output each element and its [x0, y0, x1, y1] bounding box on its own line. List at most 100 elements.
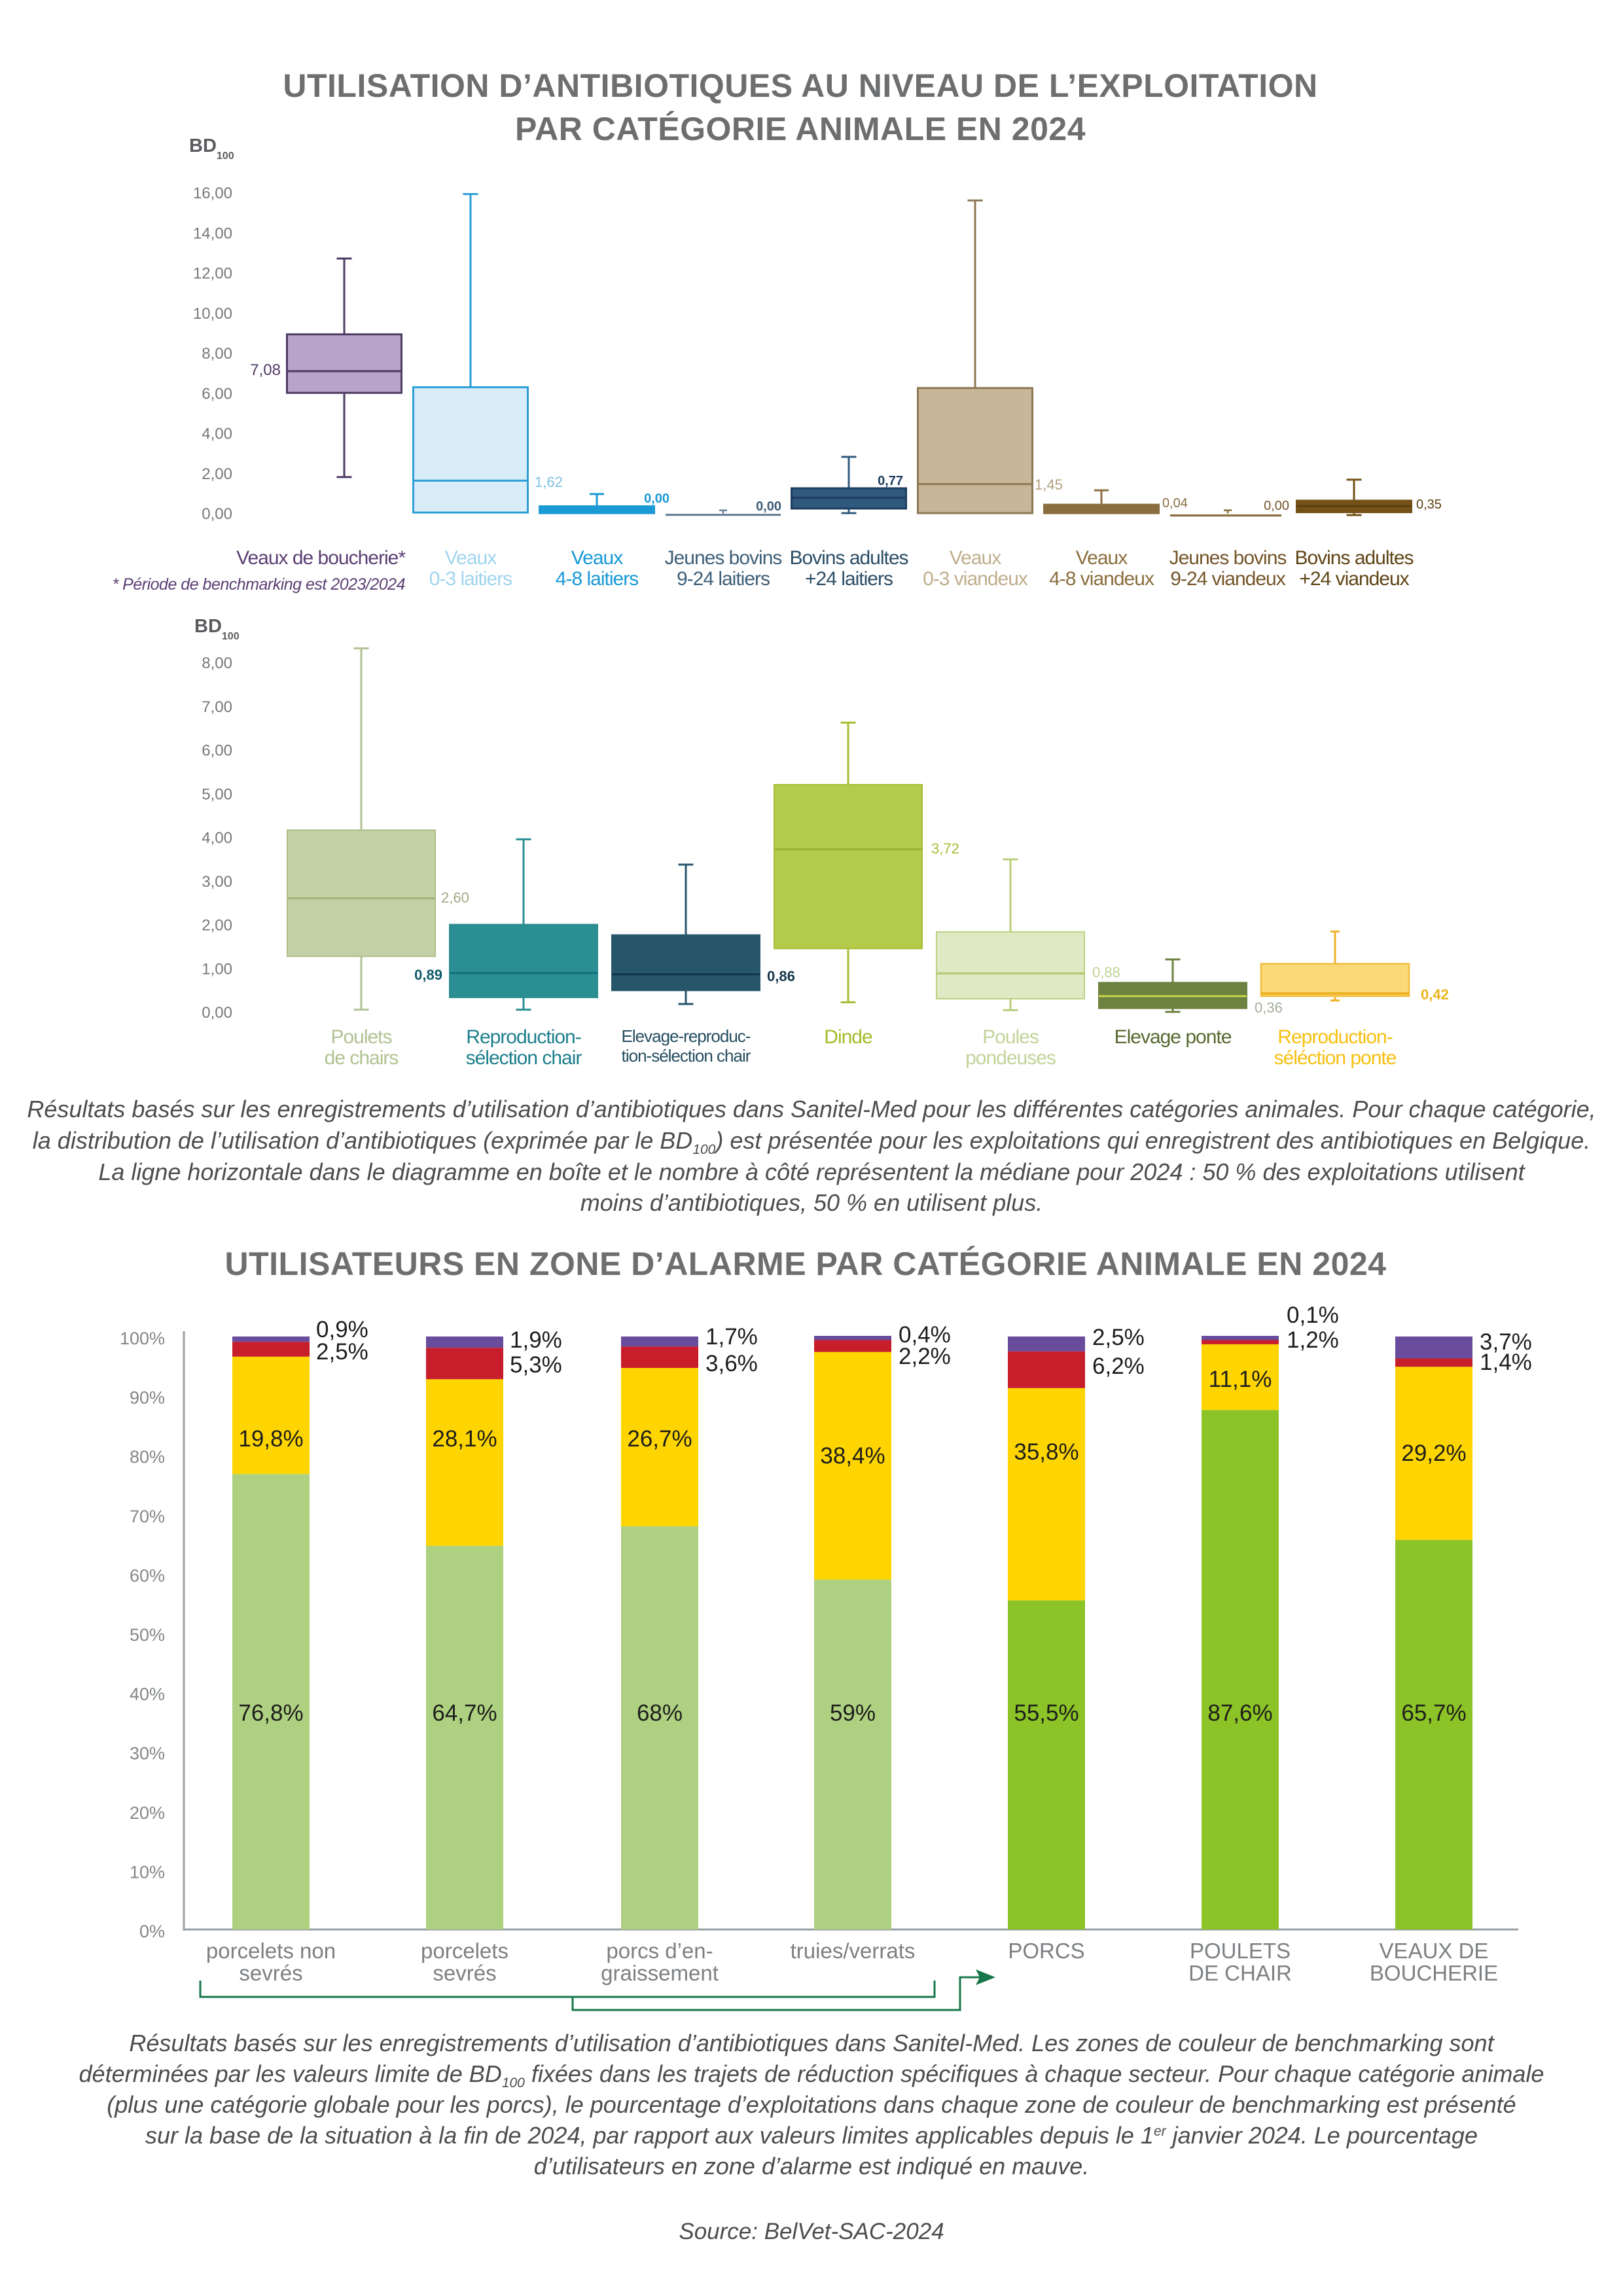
svg-text:14,00: 14,00 — [193, 224, 232, 242]
svg-text:2,5%: 2,5% — [1092, 1325, 1145, 1350]
svg-text:Veaux: Veaux — [1076, 547, 1128, 569]
svg-text:Veaux: Veaux — [950, 547, 1001, 569]
svg-text:2,00: 2,00 — [202, 917, 232, 935]
svg-text:3,00: 3,00 — [202, 873, 232, 891]
svg-text:64,7%: 64,7% — [432, 1700, 497, 1726]
svg-text:truies/verrats: truies/verrats — [791, 1939, 916, 1963]
svg-text:3,6%: 3,6% — [705, 1351, 758, 1376]
svg-text:2,2%: 2,2% — [899, 1344, 951, 1369]
svg-text:d’utilisateurs en zone d’alarm: d’utilisateurs en zone d’alarme est indi… — [534, 2153, 1090, 2179]
svg-text:* Période de benchmarking est: * Période de benchmarking est 2023/2024 — [113, 575, 406, 594]
svg-text:35,8%: 35,8% — [1014, 1439, 1079, 1465]
svg-text:65,7%: 65,7% — [1401, 1700, 1466, 1726]
svg-text:Veaux de boucherie*: Veaux de boucherie* — [236, 547, 406, 569]
svg-text:sélection chair: sélection chair — [466, 1047, 582, 1069]
svg-text:29,2%: 29,2% — [1401, 1441, 1466, 1466]
svg-text:BD100: BD100 — [194, 616, 240, 642]
svg-text:1,7%: 1,7% — [705, 1324, 758, 1350]
svg-text:sevrés: sevrés — [239, 1961, 302, 1985]
svg-text:6,00: 6,00 — [202, 385, 232, 403]
svg-text:la distribution de l’utilisati: la distribution de l’utilisation d’antib… — [33, 1127, 1590, 1157]
svg-text:PORCS: PORCS — [1008, 1939, 1084, 1963]
svg-text:+24 laitiers: +24 laitiers — [805, 568, 893, 590]
svg-text:9-24 viandeux: 9-24 viandeux — [1170, 568, 1285, 590]
svg-text:Résultats basés sur les enregi: Résultats basés sur les enregistrements … — [129, 2030, 1495, 2056]
svg-text:20%: 20% — [130, 1803, 165, 1823]
svg-text:Veaux: Veaux — [571, 547, 623, 569]
svg-text:0-3 viandeux: 0-3 viandeux — [923, 568, 1028, 590]
svg-text:0-3 laitiers: 0-3 laitiers — [429, 568, 512, 590]
svg-text:pondeuses: pondeuses — [965, 1047, 1056, 1069]
svg-text:0,36: 0,36 — [1255, 999, 1283, 1016]
svg-text:Poules: Poules — [982, 1026, 1039, 1048]
svg-text:sevrés: sevrés — [433, 1961, 496, 1985]
svg-text:Reproduction-: Reproduction- — [466, 1026, 580, 1048]
svg-text:Jeunes bovins: Jeunes bovins — [665, 547, 782, 569]
svg-text:0,00: 0,00 — [1264, 499, 1289, 513]
svg-text:Jeunes bovins: Jeunes bovins — [1169, 547, 1287, 569]
svg-text:7,08: 7,08 — [250, 361, 281, 379]
svg-text:0,86: 0,86 — [767, 968, 795, 984]
svg-text:0,42: 0,42 — [1421, 986, 1449, 1003]
svg-text:8,00: 8,00 — [202, 345, 232, 363]
svg-text:0,77: 0,77 — [878, 474, 903, 488]
svg-text:porcs d’en-: porcs d’en- — [606, 1939, 713, 1963]
svg-text:1,45: 1,45 — [1035, 476, 1063, 493]
svg-text:séléction ponte: séléction ponte — [1274, 1047, 1397, 1069]
svg-text:Poulets: Poulets — [330, 1026, 391, 1048]
svg-text:100%: 100% — [120, 1329, 165, 1348]
svg-text:UTILISATEURS EN ZONE D’ALARME: UTILISATEURS EN ZONE D’ALARME PAR CATÉGO… — [224, 1246, 1386, 1282]
svg-text:(plus une catégorie globale po: (plus une catégorie globale pour les por… — [107, 2091, 1516, 2118]
svg-text:0,35: 0,35 — [1416, 497, 1442, 512]
svg-text:BOUCHERIE: BOUCHERIE — [1370, 1961, 1498, 1985]
svg-text:DE CHAIR: DE CHAIR — [1188, 1961, 1292, 1985]
svg-text:0,00: 0,00 — [644, 492, 669, 506]
svg-text:Résultats basés sur les enregi: Résultats basés sur les enregistrements … — [27, 1096, 1596, 1122]
svg-text:60%: 60% — [130, 1566, 165, 1585]
svg-text:Source: BelVet-SAC-2024: Source: BelVet-SAC-2024 — [679, 2219, 944, 2244]
svg-text:6,2%: 6,2% — [1092, 1354, 1145, 1379]
svg-text:+24 viandeux: +24 viandeux — [1299, 568, 1409, 590]
svg-text:10%: 10% — [130, 1862, 165, 1882]
svg-text:porcelets: porcelets — [421, 1939, 508, 1963]
svg-text:0,9%: 0,9% — [316, 1317, 368, 1342]
svg-text:70%: 70% — [130, 1507, 165, 1526]
svg-text:0,4%: 0,4% — [899, 1322, 951, 1348]
svg-text:de chairs: de chairs — [325, 1047, 399, 1069]
svg-text:28,1%: 28,1% — [432, 1426, 497, 1452]
svg-text:9-24 laitiers: 9-24 laitiers — [677, 568, 770, 590]
svg-text:3,72: 3,72 — [931, 840, 959, 857]
svg-text:POULETS: POULETS — [1190, 1939, 1291, 1963]
svg-text:90%: 90% — [130, 1388, 165, 1408]
svg-text:3,7%: 3,7% — [1480, 1329, 1532, 1355]
svg-text:UTILISATION D’ANTIBIOTIQUES AU: UTILISATION D’ANTIBIOTIQUES AU NIVEAU DE… — [283, 67, 1317, 104]
svg-text:5,00: 5,00 — [202, 785, 232, 803]
svg-text:porcelets non: porcelets non — [206, 1939, 336, 1963]
svg-text:0,89: 0,89 — [414, 967, 442, 983]
svg-text:sur la base de la situation à: sur la base de la situation à la fin de … — [145, 2122, 1478, 2149]
svg-text:BD100: BD100 — [189, 135, 234, 162]
svg-text:87,6%: 87,6% — [1207, 1700, 1272, 1726]
svg-text:4,00: 4,00 — [202, 829, 232, 847]
svg-text:1,9%: 1,9% — [510, 1327, 562, 1353]
svg-text:10,00: 10,00 — [193, 305, 232, 323]
svg-text:1,2%: 1,2% — [1287, 1327, 1339, 1353]
svg-text:0,1%: 0,1% — [1287, 1302, 1339, 1328]
svg-text:0,00: 0,00 — [756, 499, 781, 514]
svg-text:Bovins adultes: Bovins adultes — [1294, 547, 1413, 569]
svg-text:Bovins adultes: Bovins adultes — [789, 547, 908, 569]
svg-text:PAR CATÉGORIE ANIMALE EN 2024: PAR CATÉGORIE ANIMALE EN 2024 — [515, 111, 1086, 147]
svg-text:tion-sélection chair: tion-sélection chair — [622, 1046, 751, 1066]
svg-text:0,88: 0,88 — [1092, 964, 1120, 980]
svg-text:8,00: 8,00 — [202, 655, 232, 672]
svg-text:4-8 viandeux: 4-8 viandeux — [1049, 568, 1154, 590]
svg-text:Reproduction-: Reproduction- — [1277, 1026, 1392, 1048]
svg-text:0,00: 0,00 — [202, 1004, 232, 1022]
svg-text:80%: 80% — [130, 1447, 165, 1467]
svg-text:12,00: 12,00 — [193, 265, 232, 283]
svg-text:11,1%: 11,1% — [1209, 1367, 1272, 1392]
svg-text:26,7%: 26,7% — [627, 1426, 692, 1452]
svg-text:VEAUX DE: VEAUX DE — [1380, 1939, 1489, 1963]
svg-text:19,8%: 19,8% — [238, 1426, 303, 1452]
svg-text:Elevage-reproduc-: Elevage-reproduc- — [622, 1026, 751, 1046]
